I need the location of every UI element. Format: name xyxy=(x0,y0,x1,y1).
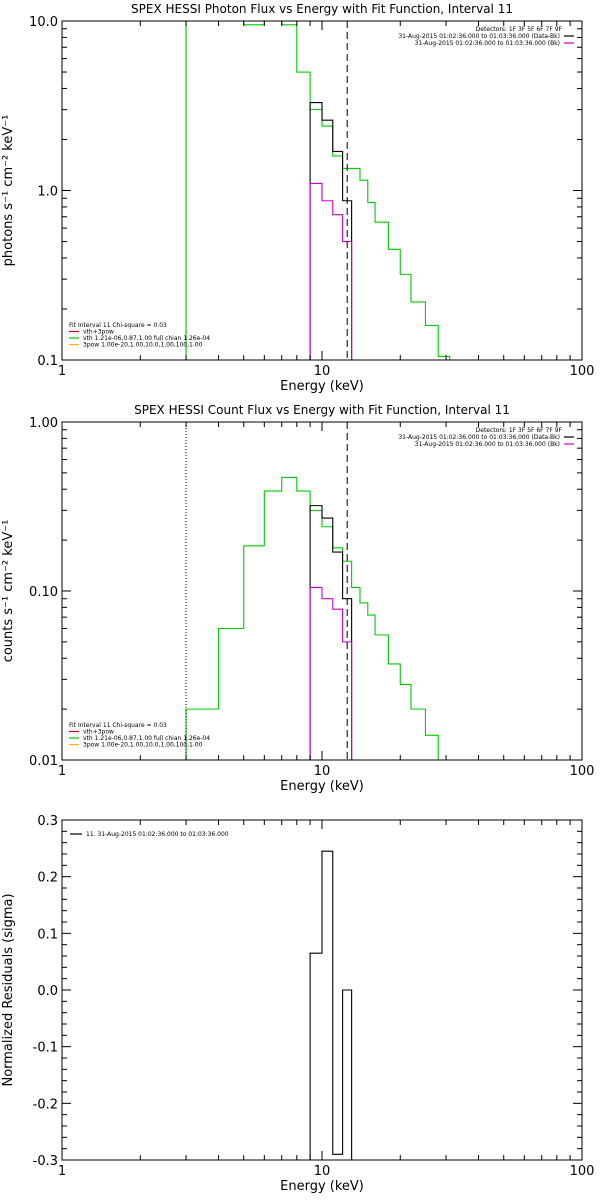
y-tick-label: 1.00 xyxy=(29,416,58,431)
panel-2: 1 10 100 0.01 0.10 1.00 SPEX HESSI Count Flux … xyxy=(1,403,594,794)
y-tick-label: -0.2 xyxy=(33,1097,58,1112)
x-tick-label: 1 xyxy=(58,1164,66,1179)
x-axis-label: Energy (keV) xyxy=(280,379,364,394)
y-tick-label: 0.3 xyxy=(37,814,58,829)
x-tick-label: 1 xyxy=(58,364,66,379)
panel-3: 1 10 100 -0.3 -0.2 -0.1 0.0 0.1 0.2 0.3 Energy (ke… xyxy=(1,814,594,1194)
series-3-line xyxy=(309,586,353,760)
x-tick-label: 1 xyxy=(58,764,66,779)
y-tick-label: 0.01 xyxy=(29,754,58,769)
chart-title: SPEX HESSI Count Flux vs Energy with Fit… xyxy=(134,403,510,417)
legend-entry-label: 31-Aug-2015 01:02:36.000 to 01:03:36.000… xyxy=(415,441,560,448)
legend-entry-label: 3pow 1.00e-20,1.00,10.0,1.00,100,1.00 xyxy=(83,742,203,749)
plot-area xyxy=(185,422,450,760)
series-2-line xyxy=(309,505,353,760)
series-3-line xyxy=(309,182,353,360)
y-tick-label: 10.0 xyxy=(29,15,58,30)
legend-entry-label: vth+3pow xyxy=(83,329,114,336)
series-1-line xyxy=(309,850,353,1160)
legend-detectors: Detectors: 1F 3F 5F 6F 7F 9F xyxy=(476,26,563,33)
x-tick-label: 100 xyxy=(570,364,595,379)
legend-entry-label: vth+3pow xyxy=(83,729,114,736)
legend-entry-label: vth 1.21e-06,0.87,1.00 full chian 1.26e-… xyxy=(83,335,210,342)
legend-entry-label: 31-Aug-2015 01:02:36.000 to 01:03:36.000… xyxy=(398,434,560,441)
legend-entry-label: 31-Aug-2015 01:02:36.000 to 01:03:36.000… xyxy=(415,40,560,47)
legend-entry-label: 3pow 1.00e-20,1.00,10.0,1.00,100,1.00 xyxy=(83,342,203,349)
x-tick-label: 10 xyxy=(314,1164,331,1179)
x-tick-label: 100 xyxy=(570,764,595,779)
legend-entry-label: 31-Aug-2015 01:02:36.000 to 01:03:36.000… xyxy=(398,33,560,40)
plot-area xyxy=(185,21,451,360)
y-tick-label: -0.1 xyxy=(33,1041,58,1056)
panel-1: 1 10 100 0.1 1.0 10.0 SPEX HESSI Photon Flux v… xyxy=(1,2,595,394)
y-tick-label: -0.3 xyxy=(33,1154,58,1169)
x-tick-label: 10 xyxy=(314,764,331,779)
legend-fit-header: Fit Interval 11 Chi-square = 0.03 xyxy=(69,722,167,729)
y-tick-label: 0.1 xyxy=(37,354,58,369)
x-axis-label: Energy (keV) xyxy=(280,779,364,794)
series-1-line xyxy=(185,21,451,360)
legend-fit-header: Fit Interval 11 Chi-square = 0.03 xyxy=(69,322,167,329)
x-tick-label: 10 xyxy=(314,364,331,379)
legend-detectors: Detectors: 1F 3F 5F 6F 7F 9F xyxy=(476,427,563,434)
y-axis-label: counts s⁻¹ cm⁻² keV⁻¹ xyxy=(1,520,16,663)
y-tick-label: 0.1 xyxy=(37,927,58,942)
series-2-line xyxy=(309,102,353,360)
series-1-line xyxy=(185,476,450,760)
legend-entry-label: 11. 31-Aug-2015 01:02:36.000 to 01:03:36… xyxy=(86,831,229,838)
y-axis-label: Normalized Residuals (sigma) xyxy=(1,893,16,1086)
y-tick-label: 0.2 xyxy=(37,871,58,886)
x-tick-label: 100 xyxy=(570,1164,595,1179)
y-tick-label: 0.10 xyxy=(29,585,58,600)
y-tick-label: 1.0 xyxy=(37,185,58,200)
y-axis-label: photons s⁻¹ cm⁻² keV⁻¹ xyxy=(1,115,16,267)
chart-title: SPEX HESSI Photon Flux vs Energy with Fi… xyxy=(131,2,513,16)
legend-entry-label: vth 1.21e-06,0.87,1.00 full chian 1.26e-… xyxy=(83,735,210,742)
x-axis-label: Energy (keV) xyxy=(280,1179,364,1194)
plot-area xyxy=(309,850,353,1160)
y-tick-label: 0.0 xyxy=(37,984,58,999)
